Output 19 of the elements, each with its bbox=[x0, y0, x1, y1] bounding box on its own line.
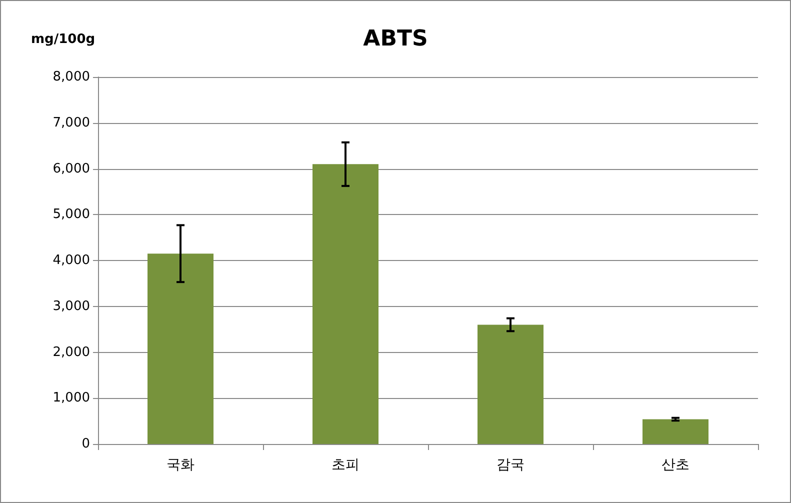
bar bbox=[478, 324, 544, 444]
y-tick-label: 7,000 bbox=[52, 115, 90, 130]
y-tick-label: 8,000 bbox=[52, 70, 90, 84]
x-tick-label: 국화 bbox=[166, 457, 194, 473]
y-tick-label: 0 bbox=[82, 436, 90, 452]
bar bbox=[148, 254, 214, 444]
y-tick-label: 3,000 bbox=[52, 298, 90, 314]
x-tick-label: 산초 bbox=[662, 457, 690, 473]
chart-title: ABTS bbox=[363, 26, 428, 52]
y-tick-label: 2,000 bbox=[52, 344, 90, 360]
y-tick-label: 1,000 bbox=[52, 390, 90, 406]
x-tick-label: 초피 bbox=[332, 457, 360, 473]
x-tick-label: 감국 bbox=[496, 457, 524, 473]
y-axis-title: mg/100g bbox=[31, 32, 96, 47]
y-tick-label: 4,000 bbox=[52, 253, 90, 268]
y-tick-label: 5,000 bbox=[52, 207, 90, 222]
y-tick-label: 6,000 bbox=[52, 161, 90, 176]
bar bbox=[312, 164, 378, 444]
bar bbox=[642, 419, 708, 444]
